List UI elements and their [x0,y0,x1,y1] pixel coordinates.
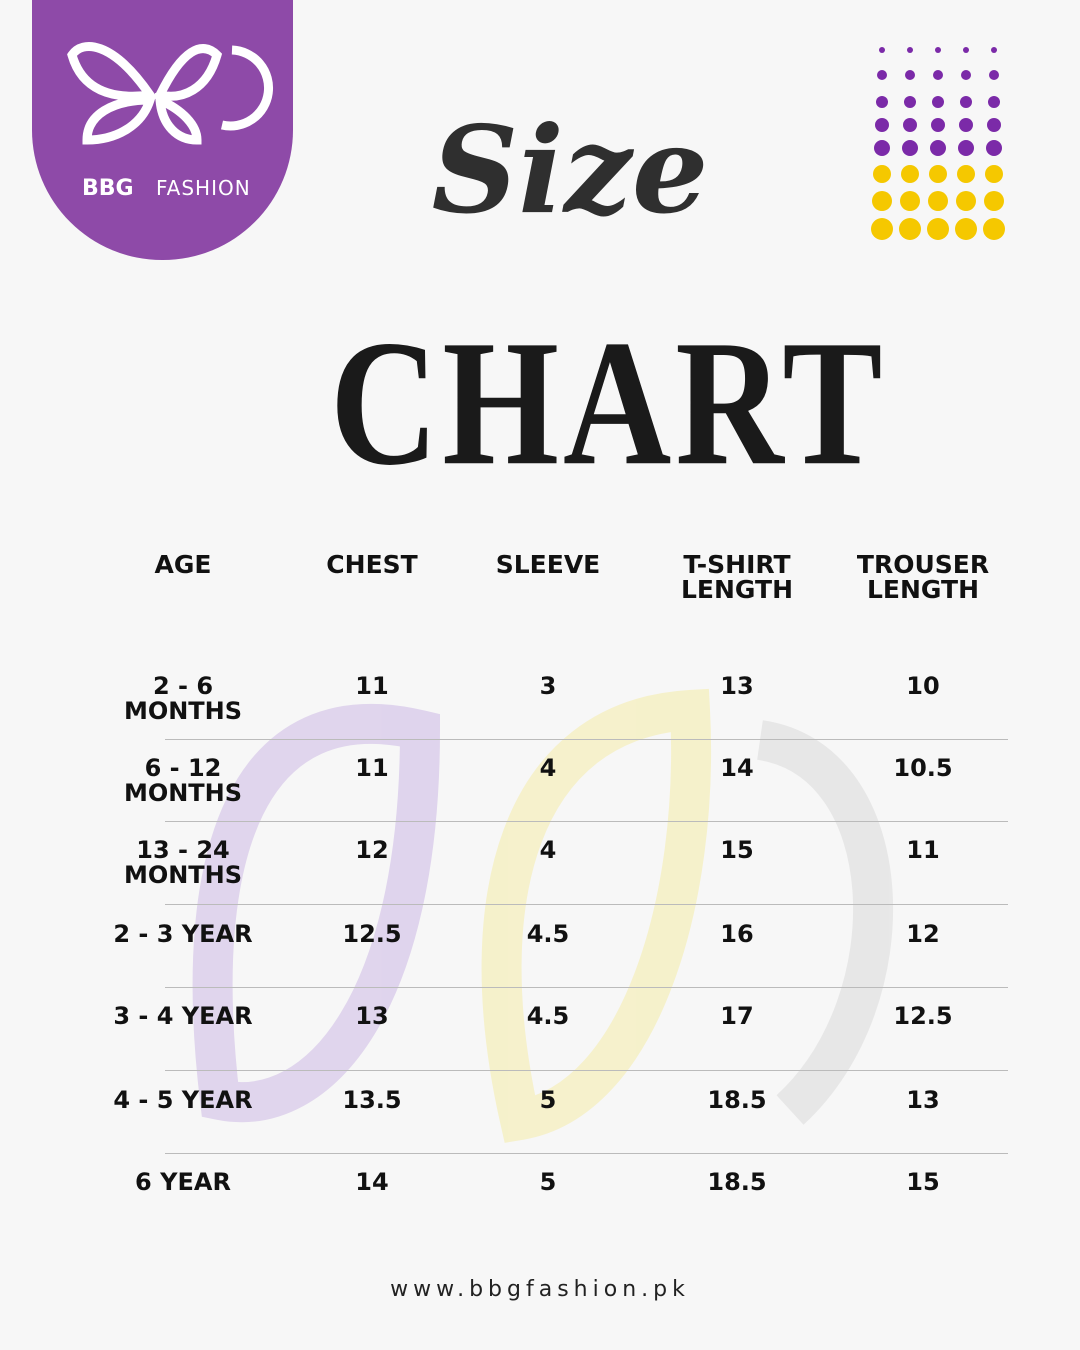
table-cell: 5 [539,1168,557,1196]
age-cell: 2 - 3 YEAR [113,920,253,948]
age-cell: 13 - 24 MONTHS [123,836,243,889]
row-divider [165,1153,1008,1154]
column-header: T-SHIRT LENGTH [681,550,793,604]
table-cell: 10.5 [893,754,953,782]
column-header: TROUSER LENGTH [856,550,990,604]
table-cell: 15 [906,1168,940,1196]
column-header: CHEST [326,550,418,579]
row-divider [165,987,1008,988]
dot-pattern [871,47,1005,240]
table-cell: 14 [355,1168,389,1196]
logo-brand: BBG [82,176,134,201]
table-cell: 4 [539,754,557,782]
age-cell: 6 - 12 MONTHS [123,754,243,807]
column-header: AGE [154,550,212,579]
row-divider [165,739,1008,740]
table-cell: 3 [539,672,557,700]
table-cell: 12 [355,836,389,864]
table-cell: 13.5 [342,1086,402,1114]
table-cell: 4.5 [526,1002,570,1030]
table-cell: 16 [720,920,754,948]
row-divider [165,821,1008,822]
table-cell: 11 [355,672,389,700]
table-cell: 15 [720,836,754,864]
age-cell: 2 - 6 MONTHS [123,672,243,725]
table-cell: 13 [355,1002,389,1030]
age-cell: 4 - 5 YEAR [113,1086,253,1114]
age-cell: 3 - 4 YEAR [113,1002,253,1030]
table-cell: 12.5 [342,920,402,948]
column-header: SLEEVE [495,550,601,579]
table-cell: 17 [720,1002,754,1030]
footer-url: www.bbgfashion.pk [390,1277,690,1302]
table-cell: 14 [720,754,754,782]
table-cell: 4 [539,836,557,864]
logo: BBG FASHION [32,0,293,260]
title-main: CHART [330,303,887,503]
table-cell: 12.5 [893,1002,953,1030]
row-divider [165,904,1008,905]
table-cell: 13 [720,672,754,700]
table-cell: 10 [906,672,940,700]
row-divider [165,1070,1008,1071]
logo-sub: FASHION [156,176,251,200]
table-cell: 11 [906,836,940,864]
logo-mark [67,42,273,145]
table-cell: 4.5 [526,920,570,948]
table-cell: 13 [906,1086,940,1114]
table-cell: 18.5 [707,1168,767,1196]
title-script: Size [431,100,709,241]
table-cell: 5 [539,1086,557,1114]
age-cell: 6 YEAR [135,1168,231,1196]
table-cell: 11 [355,754,389,782]
table-cell: 12 [906,920,940,948]
table-cell: 18.5 [707,1086,767,1114]
